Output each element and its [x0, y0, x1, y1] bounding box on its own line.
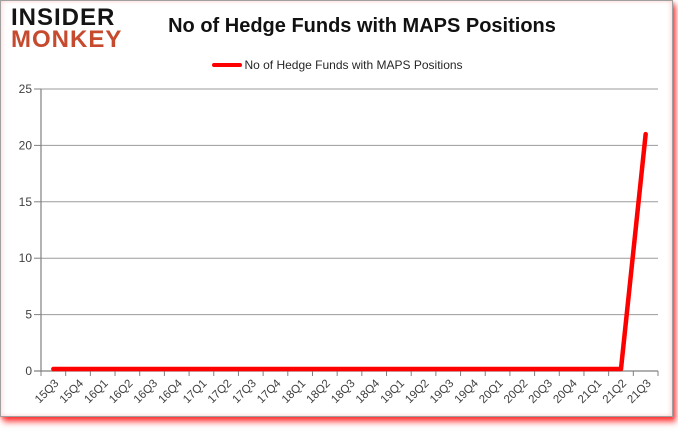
ytick-label-15: 15: [19, 195, 33, 209]
xtick-label-18Q3: 18Q3: [329, 378, 357, 406]
hedge-fund-line-chart: 051015202515Q315Q416Q116Q216Q316Q417Q117…: [19, 82, 659, 406]
xtick-label-21Q2: 21Q2: [601, 378, 629, 406]
xtick-label-16Q3: 16Q3: [132, 378, 160, 406]
xtick-label-17Q4: 17Q4: [255, 377, 284, 406]
xtick-label-16Q1: 16Q1: [82, 378, 110, 406]
xtick-label-19Q3: 19Q3: [428, 378, 456, 406]
xtick-label-17Q3: 17Q3: [231, 378, 259, 406]
xtick-label-16Q2: 16Q2: [107, 378, 135, 406]
xtick-label-15Q3: 15Q3: [33, 378, 61, 406]
xtick-label-20Q2: 20Q2: [502, 378, 530, 406]
xtick-label-19Q4: 19Q4: [453, 377, 482, 406]
xtick-label-21Q3: 21Q3: [625, 378, 653, 406]
ytick-label-0: 0: [25, 364, 32, 378]
xtick-label-18Q1: 18Q1: [280, 378, 308, 406]
chart-legend: No of Hedge Funds with MAPS Positions: [1, 58, 674, 72]
insider-monkey-logo: INSIDER MONKEY: [11, 4, 123, 54]
xtick-label-21Q1: 21Q1: [576, 378, 604, 406]
logo-line1: INSIDER: [11, 4, 116, 31]
xtick-label-20Q4: 20Q4: [551, 377, 580, 406]
chart-card: 0 5 10 15 20 25 15Q3 15Q4 16Q1 16Q2 16Q3 16Q4 17Q1 17…: [0, 0, 673, 417]
ytick-label-10: 10: [19, 251, 33, 265]
xtick-label-18Q4: 18Q4: [354, 377, 383, 406]
xtick-label-17Q2: 17Q2: [206, 378, 234, 406]
series-line-no-of-hedge-funds-with-maps-positions: [51, 131, 648, 372]
xtick-label-15Q4: 15Q4: [58, 377, 87, 406]
legend-label: No of Hedge Funds with MAPS Positions: [244, 58, 463, 72]
xtick-label-20Q1: 20Q1: [477, 378, 505, 406]
xtick-label-16Q4: 16Q4: [156, 377, 185, 406]
logo-line2: MONKEY: [11, 26, 123, 54]
chart-title: No of Hedge Funds with MAPS Positions: [168, 15, 556, 37]
xtick-label-19Q1: 19Q1: [379, 378, 407, 406]
xtick-label-17Q1: 17Q1: [181, 378, 209, 406]
ytick-label-5: 5: [25, 308, 32, 322]
xtick-label-20Q3: 20Q3: [527, 378, 555, 406]
ytick-label-20: 20: [19, 138, 33, 152]
legend-line-marker: [212, 63, 243, 67]
xtick-label-18Q2: 18Q2: [305, 378, 333, 406]
ytick-label-25: 25: [19, 82, 33, 96]
xtick-label-19Q2: 19Q2: [403, 378, 431, 406]
